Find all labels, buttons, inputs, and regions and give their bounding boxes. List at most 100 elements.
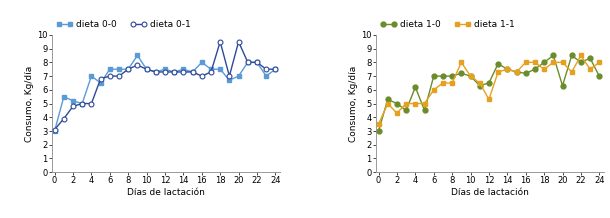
- dieta 0-1: [51, 128, 59, 131]
- dieta 1-1: [522, 61, 529, 64]
- dieta 0-0: [171, 71, 178, 73]
- dieta 1-1: [421, 102, 428, 105]
- dieta 0-0: [70, 99, 77, 102]
- dieta 1-0: [495, 62, 502, 65]
- dieta 1-0: [486, 82, 493, 84]
- dieta 0-1: [124, 68, 132, 71]
- dieta 0-0: [235, 75, 242, 77]
- dieta 1-1: [467, 75, 474, 77]
- dieta 0-1: [143, 68, 150, 71]
- dieta 0-0: [124, 68, 132, 71]
- dieta 1-0: [513, 71, 520, 73]
- dieta 1-0: [467, 75, 474, 77]
- dieta 1-1: [550, 61, 557, 64]
- dieta 0-1: [262, 68, 270, 71]
- dieta 1-0: [384, 98, 392, 101]
- dieta 0-0: [198, 61, 206, 64]
- dieta 0-0: [189, 71, 196, 73]
- dieta 0-1: [88, 102, 95, 105]
- Line: dieta 0-0: dieta 0-0: [52, 53, 278, 133]
- dieta 1-1: [375, 123, 382, 126]
- dieta 1-0: [559, 84, 566, 87]
- dieta 1-0: [550, 54, 557, 57]
- dieta 1-1: [513, 71, 520, 73]
- dieta 0-1: [217, 41, 224, 43]
- dieta 1-0: [430, 75, 437, 77]
- dieta 0-1: [97, 78, 104, 80]
- dieta 1-1: [504, 68, 511, 71]
- dieta 1-1: [458, 61, 465, 64]
- dieta 1-0: [439, 75, 447, 77]
- dieta 0-0: [115, 68, 123, 71]
- dieta 1-0: [531, 68, 539, 71]
- dieta 1-0: [476, 84, 483, 87]
- dieta 0-0: [226, 79, 233, 82]
- dieta 1-0: [504, 68, 511, 71]
- dieta 0-1: [235, 41, 242, 43]
- dieta 1-1: [540, 68, 548, 71]
- dieta 1-0: [403, 109, 410, 112]
- dieta 1-1: [559, 61, 566, 64]
- dieta 0-1: [161, 71, 168, 73]
- dieta 0-0: [97, 82, 104, 84]
- Legend: dieta 1-0, dieta 1-1: dieta 1-0, dieta 1-1: [380, 20, 515, 29]
- dieta 1-0: [577, 61, 584, 64]
- dieta 1-1: [448, 82, 456, 84]
- dieta 1-0: [595, 75, 603, 77]
- dieta 1-1: [393, 112, 401, 114]
- dieta 0-0: [79, 102, 86, 105]
- dieta 0-1: [60, 117, 68, 120]
- dieta 1-0: [540, 61, 548, 64]
- dieta 1-0: [412, 86, 419, 88]
- dieta 0-0: [143, 68, 150, 71]
- dieta 1-1: [412, 102, 419, 105]
- dieta 1-0: [421, 109, 428, 112]
- dieta 1-1: [531, 61, 539, 64]
- dieta 0-0: [106, 68, 113, 71]
- X-axis label: Días de lactación: Días de lactación: [451, 188, 529, 197]
- dieta 0-1: [115, 75, 123, 77]
- dieta 0-1: [180, 71, 187, 73]
- dieta 0-0: [60, 95, 68, 98]
- dieta 1-0: [568, 54, 575, 57]
- dieta 0-1: [79, 102, 86, 105]
- dieta 0-0: [161, 68, 168, 71]
- dieta 0-1: [70, 105, 77, 108]
- dieta 0-0: [51, 130, 59, 132]
- dieta 0-0: [88, 75, 95, 77]
- X-axis label: Días de lactación: Días de lactación: [127, 188, 205, 197]
- dieta 1-1: [586, 68, 594, 71]
- dieta 1-0: [448, 75, 456, 77]
- dieta 1-1: [439, 82, 447, 84]
- dieta 0-0: [262, 75, 270, 77]
- dieta 0-0: [217, 68, 224, 71]
- dieta 0-0: [207, 68, 215, 71]
- Y-axis label: Consumo, Kg/día: Consumo, Kg/día: [350, 65, 358, 142]
- dieta 0-1: [226, 75, 233, 77]
- dieta 1-1: [430, 89, 437, 91]
- dieta 0-1: [198, 75, 206, 77]
- dieta 0-1: [171, 71, 178, 73]
- dieta 0-0: [244, 61, 251, 64]
- dieta 1-1: [403, 102, 410, 105]
- dieta 1-1: [384, 102, 392, 105]
- dieta 1-1: [476, 82, 483, 84]
- dieta 1-0: [375, 130, 382, 132]
- Line: dieta 1-1: dieta 1-1: [376, 53, 601, 127]
- dieta 1-1: [595, 61, 603, 64]
- dieta 0-1: [207, 71, 215, 73]
- dieta 0-0: [180, 68, 187, 71]
- dieta 0-1: [189, 71, 196, 73]
- dieta 1-1: [577, 54, 584, 57]
- dieta 0-0: [152, 71, 159, 73]
- dieta 1-0: [522, 72, 529, 75]
- dieta 1-1: [486, 98, 493, 101]
- Line: dieta 1-0: dieta 1-0: [376, 53, 601, 133]
- dieta 0-1: [152, 71, 159, 73]
- dieta 0-1: [271, 68, 279, 71]
- dieta 0-1: [134, 64, 141, 66]
- dieta 1-1: [568, 71, 575, 73]
- dieta 0-0: [134, 54, 141, 57]
- dieta 1-0: [458, 72, 465, 75]
- dieta 0-1: [253, 61, 260, 64]
